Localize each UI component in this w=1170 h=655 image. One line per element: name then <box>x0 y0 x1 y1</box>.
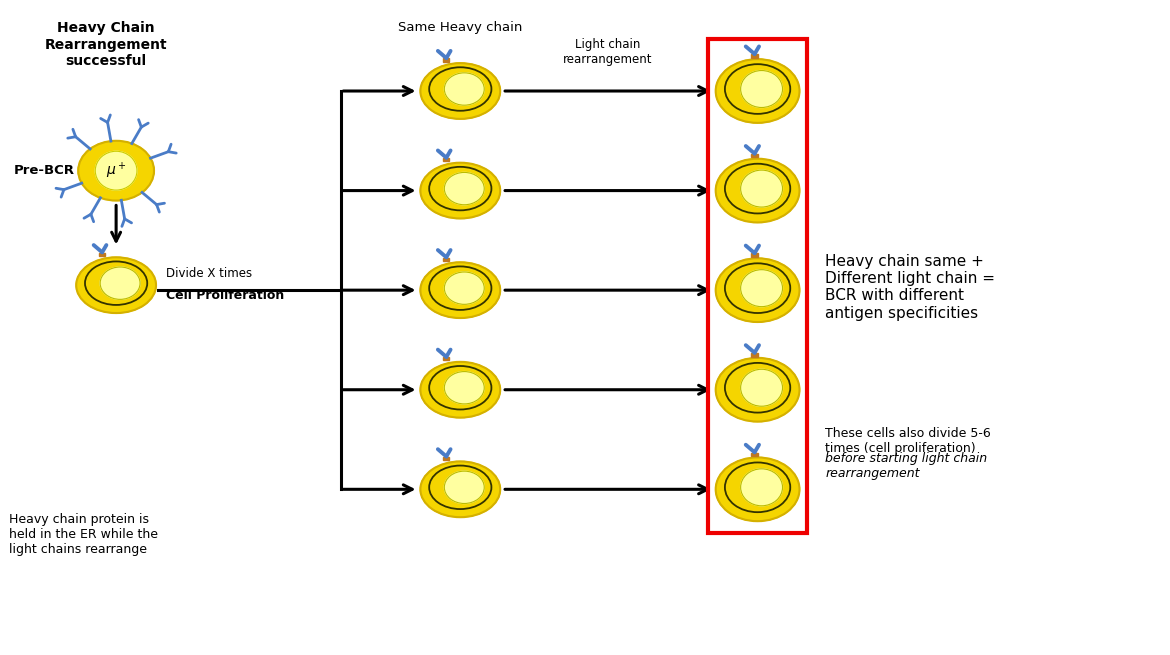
Bar <box>443 158 449 161</box>
Ellipse shape <box>741 369 783 406</box>
Bar <box>443 58 449 62</box>
Ellipse shape <box>741 71 783 107</box>
Ellipse shape <box>95 151 137 190</box>
Ellipse shape <box>445 471 484 504</box>
Ellipse shape <box>420 162 501 219</box>
Ellipse shape <box>445 172 484 205</box>
Text: Cell Proliferation: Cell Proliferation <box>166 289 284 302</box>
Ellipse shape <box>716 258 799 322</box>
Bar <box>99 253 105 256</box>
Bar <box>751 54 758 58</box>
Text: Pre-BCR: Pre-BCR <box>13 164 75 177</box>
Bar <box>443 357 449 360</box>
Ellipse shape <box>741 170 783 207</box>
Ellipse shape <box>101 267 140 299</box>
Text: Heavy Chain
Rearrangement
successful: Heavy Chain Rearrangement successful <box>44 22 167 67</box>
Ellipse shape <box>716 159 799 223</box>
Text: Same Heavy chain: Same Heavy chain <box>398 22 523 34</box>
Bar <box>443 457 449 460</box>
Text: Heavy chain protein is
held in the ER while the
light chains rearrange: Heavy chain protein is held in the ER wh… <box>9 513 158 555</box>
Ellipse shape <box>420 63 501 119</box>
Text: before starting light chain
rearrangement: before starting light chain rearrangemen… <box>825 453 987 481</box>
Ellipse shape <box>716 59 799 123</box>
Bar <box>751 453 758 456</box>
Ellipse shape <box>445 272 484 305</box>
Ellipse shape <box>716 358 799 422</box>
Bar <box>708 39 807 533</box>
Bar <box>751 253 758 257</box>
Ellipse shape <box>445 371 484 404</box>
Ellipse shape <box>716 457 799 521</box>
Bar <box>751 154 758 157</box>
Bar <box>751 353 758 356</box>
Text: Divide X times: Divide X times <box>166 267 252 280</box>
Ellipse shape <box>445 73 484 105</box>
Bar <box>443 257 449 261</box>
Text: These cells also divide 5-6
times (cell proliferation): These cells also divide 5-6 times (cell … <box>825 426 991 455</box>
Text: $\mu^+$: $\mu^+$ <box>105 160 126 181</box>
Ellipse shape <box>78 141 154 200</box>
Text: Light chain
rearrangement: Light chain rearrangement <box>563 38 653 66</box>
Ellipse shape <box>420 262 501 318</box>
Ellipse shape <box>76 257 156 313</box>
Ellipse shape <box>741 270 783 307</box>
Ellipse shape <box>420 461 501 517</box>
Text: Heavy chain same +
Different light chain =
BCR with different
antigen specificit: Heavy chain same + Different light chain… <box>825 253 996 321</box>
Ellipse shape <box>420 362 501 418</box>
Ellipse shape <box>741 469 783 506</box>
